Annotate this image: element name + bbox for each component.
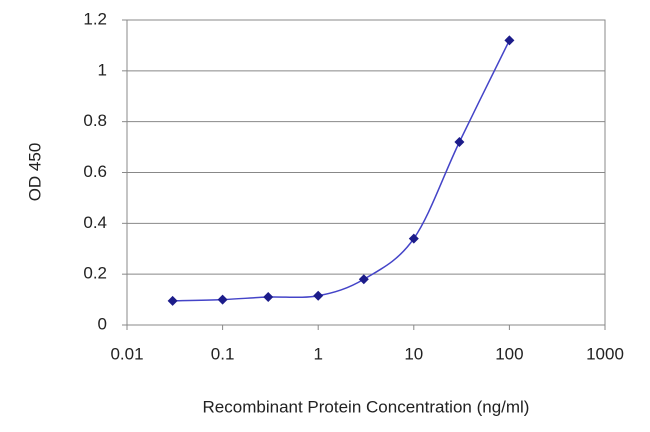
- x-tick-label: 1000: [586, 344, 624, 363]
- x-tick-label: 100: [495, 344, 523, 363]
- data-point: [263, 292, 274, 303]
- y-tick-label: 1.2: [83, 9, 107, 28]
- data-point: [167, 295, 178, 306]
- x-tick-label: 1: [313, 344, 322, 363]
- y-tick-label: 1: [98, 60, 107, 79]
- y-tick-label: 0.6: [83, 162, 107, 181]
- data-point: [217, 294, 228, 305]
- y-axis-title: OD 450: [25, 143, 44, 202]
- x-tick-label: 10: [404, 344, 423, 363]
- y-tick-label: 0: [98, 314, 107, 333]
- x-tick-label: 0.1: [211, 344, 235, 363]
- y-tick-label: 0.2: [83, 264, 107, 283]
- y-tick-label: 0.8: [83, 111, 107, 130]
- y-tick-label: 0.4: [83, 213, 107, 232]
- data-point: [454, 137, 465, 147]
- data-point: [408, 233, 419, 244]
- x-axis-title: Recombinant Protein Concentration (ng/ml…: [203, 397, 530, 416]
- data-point: [313, 290, 324, 301]
- data-point: [504, 35, 515, 46]
- data-point: [358, 274, 369, 285]
- x-tick-label: 0.01: [110, 344, 143, 363]
